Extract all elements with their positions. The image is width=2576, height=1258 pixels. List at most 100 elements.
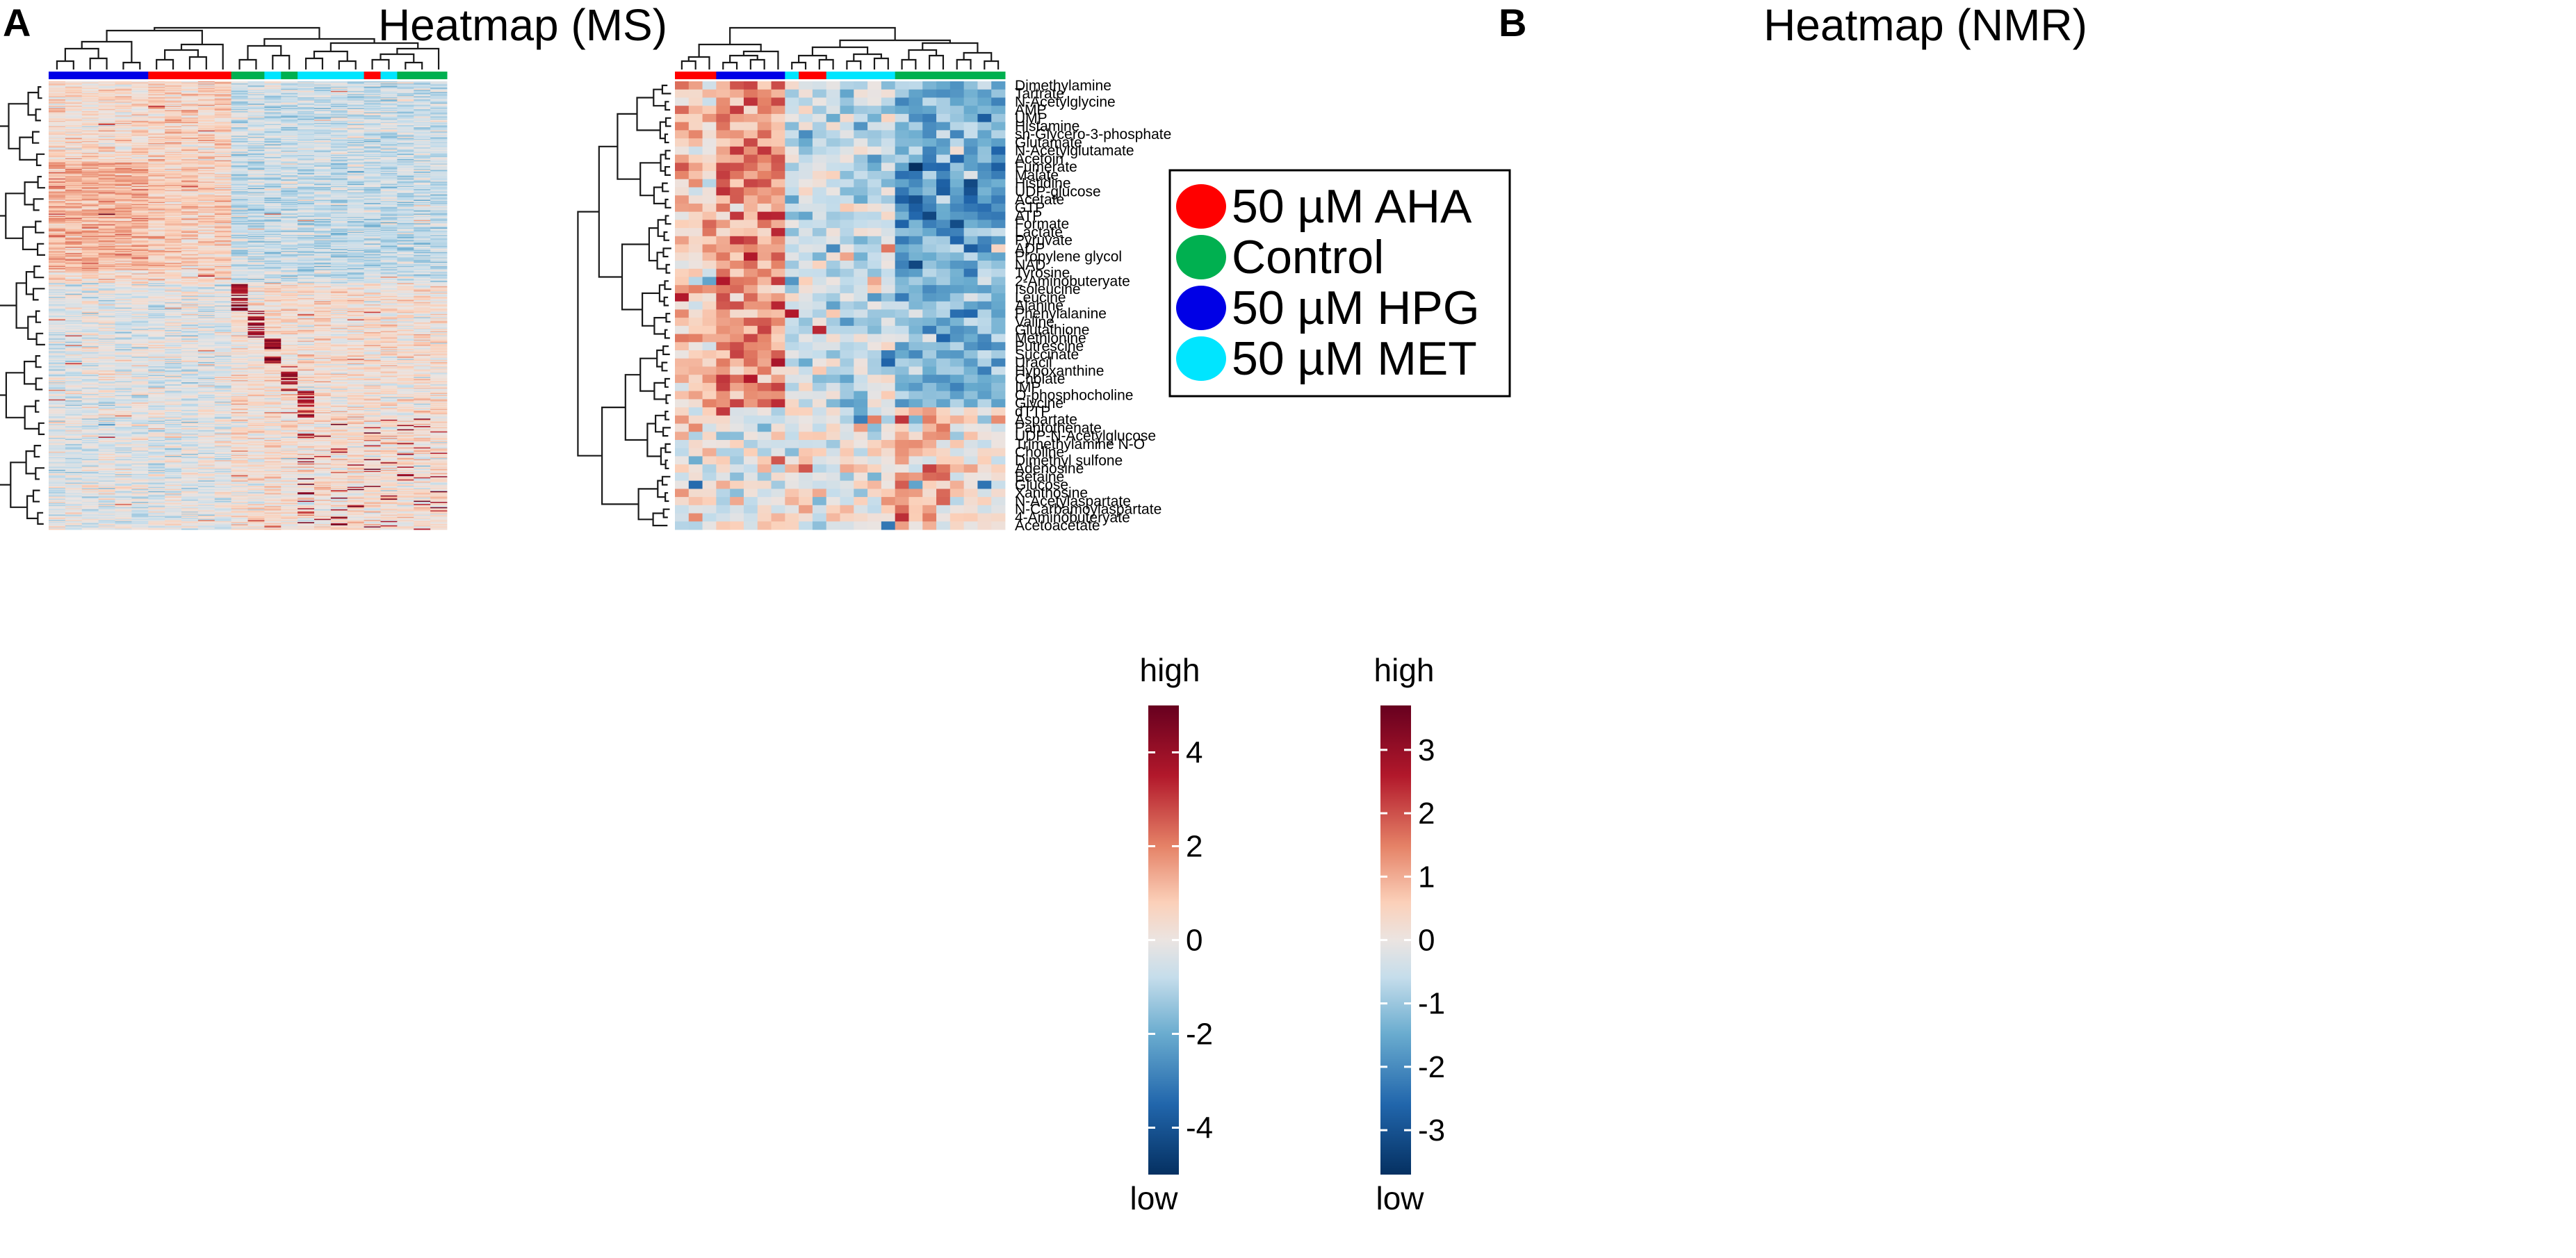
heatmap-cell [430,124,448,126]
heatmap-cell [247,102,265,104]
heatmap-cell [430,100,448,102]
heatmap-cell [197,101,215,104]
heatmap-cell [214,238,232,240]
heatmap-cell [148,184,165,186]
heatmap-cell [264,152,282,154]
heatmap-cell [65,174,83,176]
heatmap-cell [347,228,365,230]
heatmap-cell [49,243,66,245]
heatmap-cell [115,84,132,86]
heatmap-cell [430,227,448,229]
heatmap-cell [148,183,165,186]
heatmap-cell [330,293,348,295]
heatmap-cell [414,183,431,186]
heatmap-cell [397,206,414,208]
heatmap-cell [347,283,365,285]
heatmap-cell [281,138,298,140]
heatmap-cell [414,108,431,110]
heatmap-cell [65,202,83,204]
heatmap-cell [65,126,83,128]
heatmap-cell [430,247,448,250]
heatmap-cell [81,201,99,202]
heatmap-cell [148,228,165,230]
heatmap-cell [49,118,66,120]
heatmap-cell [314,223,332,225]
heatmap-cell [231,106,248,108]
heatmap-cell [414,231,431,232]
heatmap-cell [364,122,381,124]
heatmap-cell [131,215,149,218]
heatmap-cell [115,92,132,95]
heatmap-cell [231,251,248,253]
heatmap-cell [98,138,115,140]
heatmap-cell [247,265,265,267]
heatmap-cell [314,244,332,246]
heatmap-cell [414,197,431,199]
heatmap-cell [49,227,66,229]
heatmap-cell [264,225,282,227]
heatmap-cell [115,156,132,158]
heatmap-cell [430,223,448,225]
heatmap-cell [65,143,83,145]
heatmap-cell [214,222,232,224]
heatmap-cell [165,184,182,186]
heatmap-cell [65,283,83,285]
heatmap-cell [98,245,115,247]
heatmap-cell [81,163,99,165]
heatmap-cell [314,281,332,283]
heatmap-cell [380,238,398,240]
heatmap-cell [148,203,165,205]
heatmap-cell [214,165,232,168]
heatmap-cell [264,269,282,271]
heatmap-cell [264,281,282,283]
heatmap-cell [214,122,232,124]
heatmap-cell [330,174,348,176]
heatmap-cell [165,221,182,223]
heatmap-cell [197,231,215,234]
heatmap-cell [65,84,83,86]
heatmap-cell [115,189,132,191]
heatmap-cell [297,127,315,129]
heatmap-cell [364,88,381,90]
heatmap-cell [314,86,332,88]
heatmap-cell [197,145,215,147]
heatmap-cell [131,247,149,248]
heatmap-cell [98,219,115,221]
heatmap-cell [214,183,232,186]
heatmap-cell [214,122,232,124]
heatmap-cell [414,218,431,220]
heatmap-cell [81,237,99,239]
heatmap-cell [165,181,182,183]
heatmap-cell [414,213,431,215]
heatmap-cell [247,184,265,186]
heatmap-cell [131,252,149,254]
heatmap-cell [281,162,298,164]
group-annotation-cell [347,72,365,79]
heatmap-cell [148,158,165,160]
heatmap-cell [49,241,66,243]
heatmap-cell [297,242,315,244]
heatmap-cell [197,120,215,122]
heatmap-cell [247,220,265,222]
heatmap-cell [347,173,365,175]
heatmap-cell [281,120,298,122]
heatmap-cell [115,211,132,213]
heatmap-cell [247,166,265,168]
heatmap-cell [131,257,149,259]
heatmap-cell [65,124,83,126]
heatmap-cell [330,122,348,124]
heatmap-cell [115,252,132,254]
heatmap-cell [430,231,448,234]
heatmap-cell [430,211,448,213]
heatmap-cell [115,287,132,289]
heatmap-cell [197,219,215,221]
heatmap-cell [297,150,315,152]
heatmap-cell [231,289,248,291]
heatmap-cell [115,183,132,186]
heatmap-cell [131,120,149,122]
heatmap-cell [247,272,265,274]
heatmap-cell [98,251,115,253]
heatmap-cell [347,99,365,101]
heatmap-cell [49,221,66,223]
heatmap-cell [181,231,199,232]
